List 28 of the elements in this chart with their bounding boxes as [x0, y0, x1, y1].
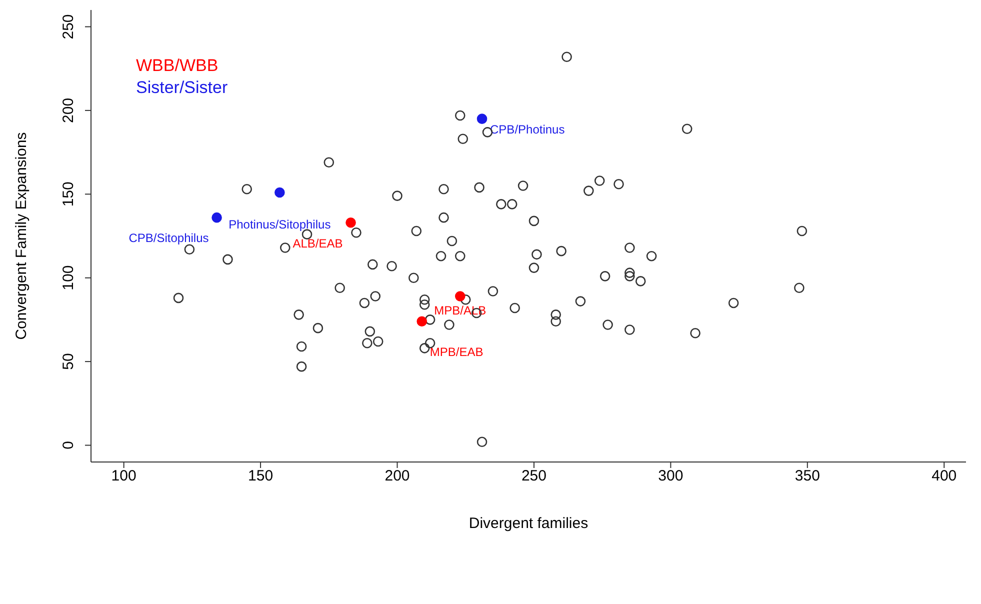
x-tick-label: 200 [384, 468, 410, 485]
annotation: Photinus/Sitophilus [228, 217, 331, 232]
y-tick-label: 0 [60, 441, 77, 450]
y-tick-label: 150 [60, 182, 77, 207]
point [346, 217, 356, 228]
y-tick-label: 100 [60, 265, 77, 290]
x-axis-title: Divergent families [468, 515, 588, 532]
annotation: CPB/Sitophilus [128, 230, 209, 245]
annotation: ALB/EAB [292, 236, 343, 251]
x-tick-label: 250 [521, 468, 546, 485]
y-axis-title: Convergent Family Expansions [13, 132, 30, 340]
text: WBB/WBB [136, 55, 220, 77]
x-tick-label: 300 [658, 468, 684, 485]
annotation: CPB/Photinus [490, 122, 565, 137]
y-tick-label: 200 [60, 98, 77, 123]
x-tick-label: 150 [248, 468, 274, 485]
point [454, 291, 466, 302]
point [274, 187, 285, 198]
text: Sister/Sister [136, 77, 229, 99]
y-tick-label: 50 [60, 353, 77, 370]
point [416, 316, 428, 327]
point [212, 212, 222, 223]
x-tick-label: 400 [932, 468, 957, 485]
point [476, 114, 488, 124]
x-tick-label: 350 [794, 468, 820, 485]
annotation: MPB/EAB [430, 344, 484, 359]
y-tick-label: 250 [60, 14, 77, 40]
x-tick-label: 100 [111, 468, 136, 485]
